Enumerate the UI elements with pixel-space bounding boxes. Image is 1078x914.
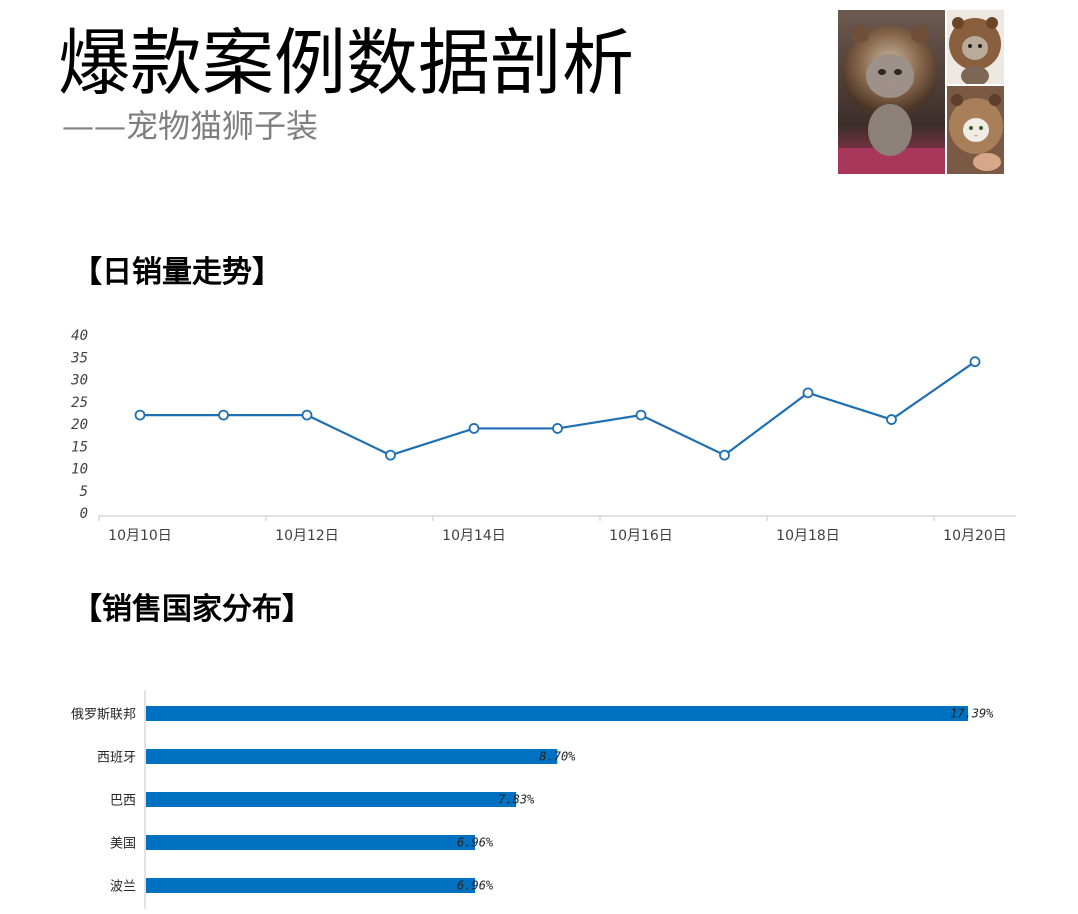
y-tick-label: 40 (71, 328, 88, 344)
x-tick-label: 10月18日 (776, 528, 840, 544)
y-tick-label: 10 (71, 462, 88, 478)
y-tick-label: 30 (70, 373, 88, 389)
category-label: 美国 (110, 837, 136, 852)
y-tick-label: 25 (71, 395, 88, 411)
category-label: 西班牙 (97, 751, 136, 766)
data-point (301, 409, 313, 421)
x-tick-label: 10月12日 (275, 528, 339, 544)
data-point (635, 409, 647, 421)
data-label: 8.70% (539, 750, 576, 764)
cat-lion-costume-photo-main (838, 10, 945, 174)
data-point (969, 356, 981, 368)
category-label: 巴西 (110, 794, 136, 809)
bar (146, 878, 476, 893)
category-label: 俄罗斯联邦 (71, 708, 136, 723)
data-point (218, 409, 229, 421)
x-tick-label: 10月10日 (108, 528, 172, 544)
data-point (468, 423, 480, 434)
data-point (886, 414, 897, 425)
data-label: 7.83% (498, 793, 535, 807)
x-tick-label: 10月16日 (609, 528, 673, 544)
x-tick-label: 10月14日 (442, 528, 506, 544)
x-tick-label: 10月20日 (943, 528, 1007, 544)
y-tick-label: 0 (80, 506, 88, 522)
y-tick-label: 5 (80, 484, 88, 500)
data-label: 6.96% (457, 879, 494, 893)
page-title: 爆款案例数据剖析 (58, 21, 635, 105)
page-subtitle: ——宠物猫狮子装 (62, 107, 319, 145)
country-distribution-section-title: 【销售国家分布】 (72, 592, 312, 627)
bar (146, 792, 517, 807)
y-tick-label: 35 (70, 350, 88, 366)
y-tick-label: 15 (71, 439, 88, 455)
bar (146, 835, 476, 850)
bar (146, 706, 969, 721)
daily-sales-section-title: 【日销量走势】 (72, 255, 282, 290)
product-photo-collage (838, 10, 1004, 174)
category-label: 波兰 (110, 880, 136, 895)
y-tick-label: 20 (71, 417, 88, 433)
data-point (719, 449, 730, 461)
bar (146, 749, 558, 764)
cat-lion-costume-photo-bottom (947, 86, 1004, 174)
data-point (552, 423, 563, 434)
data-label: 17.39% (950, 707, 994, 721)
data-label: 6.96% (457, 836, 494, 850)
data-point (802, 387, 814, 399)
data-point (134, 409, 146, 421)
cat-lion-costume-photo-top (947, 10, 1004, 84)
data-point (385, 449, 396, 461)
